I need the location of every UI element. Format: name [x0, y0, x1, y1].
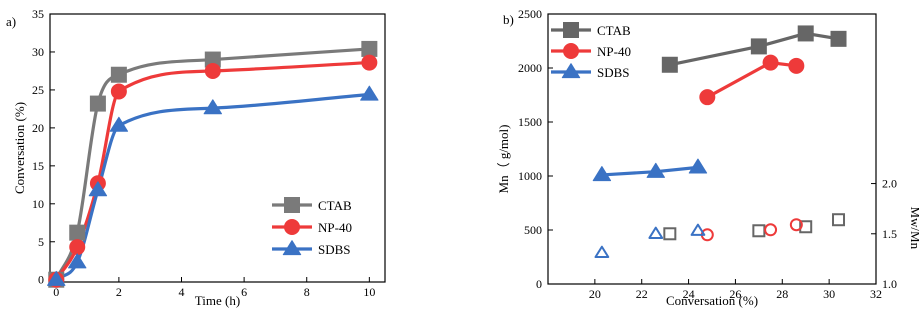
panel-b: 20 22 24 26 28 30 32 0 500 1000 1500 2000 2500 1.0 1.5…	[496, 7, 919, 308]
mn-point-ctab	[830, 30, 847, 47]
panel-label-a: a)	[6, 14, 16, 29]
mn-point-sdbs	[688, 158, 708, 174]
x-tick-label: 8	[304, 285, 310, 299]
data-point-ctab	[110, 66, 127, 83]
data-point-np-40	[361, 54, 378, 71]
x-tick-label: 4	[178, 285, 184, 299]
panel-a: 0 2 4 6 8 10 0 5 10 15 20 25 30 35 Time (h) Conversatio…	[6, 7, 386, 308]
x-tick-label: 0	[53, 285, 59, 299]
mn-point-ctab	[661, 56, 678, 73]
legend: CTAB NP-40 SDBS	[272, 197, 352, 257]
y2-axis-label: Mw/Mn	[908, 206, 919, 249]
pdi-point-sdbs	[594, 245, 610, 259]
pdi-point-sdbs	[648, 226, 664, 239]
legend-marker-np-40	[284, 219, 300, 235]
pdi-point-sdbs	[690, 223, 706, 236]
legend-label: SDBS	[597, 65, 630, 80]
y-tick-label: 25	[32, 83, 44, 97]
x-tick-label: 2	[116, 285, 122, 299]
x-tick-label: 10	[363, 285, 375, 299]
y-tick-label: 2000	[518, 61, 542, 75]
y-tick-label: 1500	[518, 115, 542, 129]
pdi-point-ctab	[832, 213, 846, 227]
mn-line-ctab	[669, 31, 839, 67]
data-point-ctab	[361, 40, 378, 57]
x-axis-label: Conversation (%)	[666, 293, 758, 308]
x-tick-label: 32	[870, 287, 882, 301]
y2-tick-label: 1.0	[882, 277, 897, 291]
mn-point-ctab	[750, 38, 767, 55]
legend-marker-sdbs	[561, 63, 581, 79]
legend-marker-np-40	[563, 43, 579, 59]
y-tick-label: 30	[32, 45, 44, 59]
data-point-sdbs	[68, 253, 87, 269]
data-point-np-40	[110, 83, 127, 100]
pdi-point-np-40	[789, 218, 803, 232]
pdi-point-ctab	[752, 224, 766, 238]
data-point-ctab	[69, 224, 86, 241]
y-tick-label: 20	[32, 121, 44, 135]
data-point-np-40	[69, 239, 86, 256]
data-point-sdbs	[203, 99, 223, 115]
plot-frame	[547, 13, 877, 285]
y-axis-label: Conversation (%)	[12, 102, 27, 194]
legend-marker-sdbs	[282, 240, 302, 256]
data-point-sdbs	[47, 270, 66, 286]
mn-point-np-40	[699, 89, 716, 106]
y-tick-label: 1000	[518, 169, 542, 183]
data-point-sdbs	[88, 181, 108, 197]
mn-point-np-40	[762, 54, 779, 71]
legend: CTAB NP-40 SDBS	[551, 22, 631, 80]
x-tick-label: 22	[636, 287, 648, 301]
legend-marker-ctab	[284, 197, 300, 213]
panel-label-b: b)	[503, 12, 514, 27]
data-point-sdbs	[360, 85, 379, 101]
mn-point-sdbs	[646, 162, 665, 178]
legend-label: NP-40	[318, 220, 352, 235]
x-tick-label: 24	[683, 287, 695, 301]
x-tick-label: 6	[241, 285, 247, 299]
mn-line-np-40	[706, 60, 797, 99]
mn-point-np-40	[788, 57, 805, 74]
pdi-point-np-40	[764, 223, 778, 237]
y-tick-label: 5	[38, 235, 44, 249]
legend-label: CTAB	[318, 198, 352, 213]
data-point-ctab	[89, 95, 106, 112]
plot-frame	[49, 13, 386, 283]
x-tick-label: 30	[823, 287, 835, 301]
pdi-point-ctab	[663, 227, 677, 241]
legend-label: SDBS	[318, 242, 351, 257]
data-point-sdbs	[109, 116, 129, 132]
mn-point-sdbs	[592, 166, 612, 182]
y2-tick-label: 1.5	[882, 227, 897, 241]
mn-point-ctab	[797, 25, 814, 42]
legend-label: NP-40	[597, 44, 631, 59]
legend-marker-ctab	[563, 22, 579, 38]
y2-tick-label: 2.0	[882, 177, 897, 191]
y-tick-label: 0	[536, 277, 542, 291]
y-tick-label: 35	[32, 7, 44, 21]
x-tick-label: 28	[776, 287, 788, 301]
x-tick-label: 26	[729, 287, 741, 301]
y-tick-label: 500	[524, 223, 542, 237]
legend-label: CTAB	[597, 23, 631, 38]
y-tick-label: 0	[38, 273, 44, 287]
y-axis-label: Mn（ g/mol)	[496, 125, 511, 194]
x-tick-label: 20	[589, 287, 601, 301]
y-tick-label: 15	[32, 159, 44, 173]
pdi-point-ctab	[799, 220, 813, 234]
x-axis-label: Time (h)	[195, 293, 240, 308]
y-tick-label: 2500	[518, 7, 542, 21]
data-point-np-40	[204, 62, 221, 79]
y-tick-label: 10	[32, 197, 44, 211]
